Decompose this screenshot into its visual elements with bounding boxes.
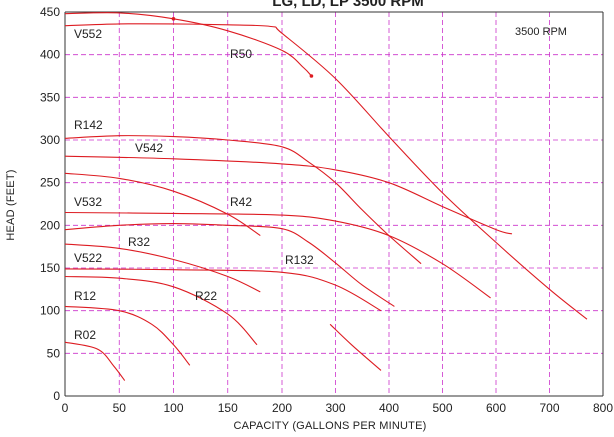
curve-r32 — [64, 243, 261, 293]
series-label-r142: R142 — [74, 118, 103, 132]
x-axis-label: CAPACITY (GALLONS PER MINUTE) — [233, 420, 426, 432]
series-label-r42: R42 — [230, 195, 252, 209]
curve-v552 — [64, 23, 588, 320]
series-label-v542: V542 — [135, 141, 163, 155]
series-label-r32: R32 — [128, 235, 150, 249]
axes — [64, 11, 604, 397]
series-label-r132: R132 — [285, 253, 314, 267]
series-label-v522: V522 — [74, 251, 102, 265]
series-label-r12: R12 — [74, 289, 96, 303]
curve-v522 — [64, 268, 382, 312]
series-label-v532: V532 — [74, 195, 102, 209]
series-label-v552: V552 — [74, 27, 102, 41]
x-tick-label-400: 400 — [379, 401, 399, 415]
curves — [64, 12, 588, 381]
grid — [65, 11, 604, 396]
y-tick-label-150: 150 — [40, 261, 60, 275]
curve-r142 — [64, 135, 422, 265]
curve-r42 — [64, 172, 261, 237]
curve-r12 — [64, 305, 191, 366]
x-tick-label-800: 800 — [593, 401, 613, 415]
y-tick-label-300: 300 — [40, 133, 60, 147]
x-tick-label-200: 200 — [272, 401, 292, 415]
x-tick-label-500: 500 — [432, 401, 452, 415]
y-tick-label-350: 350 — [40, 90, 60, 104]
chart-title: LG, LD, LP 3500 RPM — [272, 0, 423, 10]
curve-v532 — [64, 211, 491, 299]
y-tick-label-0: 0 — [53, 389, 60, 403]
r50-point-marker-2 — [309, 74, 314, 78]
x-tick-label-100: 100 — [163, 401, 183, 415]
y-tick-label-50: 50 — [47, 346, 61, 360]
y-tick-label-250: 250 — [40, 176, 60, 190]
curve-tail-segment — [329, 323, 382, 371]
y-tick-label-200: 200 — [40, 218, 60, 232]
x-tick-label-50: 50 — [113, 401, 127, 415]
x-tick-label-600: 600 — [486, 401, 506, 415]
series-label-r50: R50 — [230, 47, 252, 61]
x-tick-label-300: 300 — [325, 401, 345, 415]
speed-annotation: 3500 RPM — [515, 26, 567, 38]
y-tick-label-100: 100 — [40, 304, 60, 318]
x-tick-label-700: 700 — [539, 401, 559, 415]
curve-r02 — [64, 341, 126, 381]
y-axis-label: HEAD (FEET) — [5, 169, 17, 240]
tick-labels: 0 50 100 150 200 300 400 500 600 700 800 0 50 100 150 2… — [40, 5, 613, 415]
r50-point-marker-1 — [171, 17, 176, 21]
x-tick-label-150: 150 — [218, 401, 238, 415]
series-label-r02: R02 — [74, 328, 96, 342]
y-tick-label-450: 450 — [40, 5, 60, 19]
x-tick-label-0: 0 — [62, 401, 69, 415]
curve-v542 — [64, 155, 513, 235]
series-label-r22: R22 — [195, 289, 217, 303]
curve-r22 — [64, 275, 258, 346]
curve-labels: V552 R50 R142 V542 R42 V532 R132 R32 V522 R22 R12 R… — [74, 27, 314, 342]
y-tick-label-400: 400 — [40, 48, 60, 62]
curve-r132 — [64, 223, 395, 307]
curve-r50 — [64, 12, 312, 77]
